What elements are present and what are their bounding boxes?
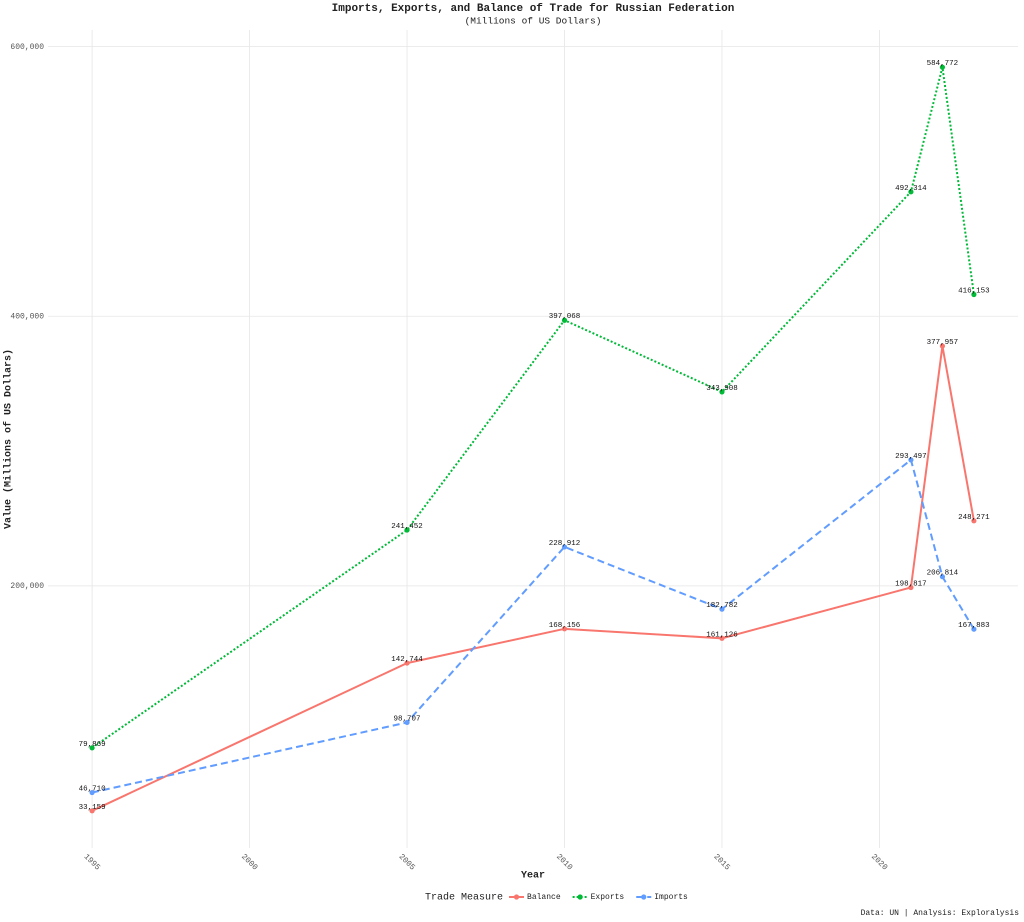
legend-symbol-point [513, 894, 520, 900]
legend-label: Imports [654, 893, 688, 902]
data-label: 492,314 [895, 185, 927, 193]
legend-symbol-point [577, 894, 583, 900]
series-line [91, 345, 975, 812]
x-tick-label: 2000 [239, 852, 259, 872]
x-tick-label: 2020 [869, 852, 889, 872]
data-point [939, 574, 946, 580]
x-tick-label: 1995 [82, 852, 102, 872]
chart-title: Imports, Exports, and Balance of Trade f… [332, 3, 735, 15]
data-label: 98,707 [394, 715, 421, 723]
data-point [908, 584, 914, 591]
data-point [404, 719, 410, 726]
data-label: 79,869 [79, 741, 106, 749]
data-point [719, 389, 725, 395]
data-label: 377,957 [927, 339, 959, 347]
data-point [908, 457, 914, 463]
data-point [939, 343, 946, 349]
y-axis-title: Value (Millions of US Dollars) [3, 349, 15, 529]
series-line [91, 66, 975, 749]
y-tick-label: 600,000 [10, 43, 44, 52]
plot-lines: 33,159 142,744 168,156 161,126 198,817 377,95… [79, 60, 990, 814]
y-tick-label: 200,000 [10, 582, 44, 591]
data-point [89, 808, 95, 814]
data-label: 293,497 [895, 453, 927, 461]
series-line [91, 458, 975, 794]
data-label: 167,883 [958, 622, 990, 630]
data-label: 168,156 [549, 622, 581, 630]
data-label: 142,744 [391, 656, 423, 664]
legend-label: Balance [527, 893, 561, 902]
data-label: 416,153 [958, 287, 990, 295]
data-point [561, 317, 568, 323]
data-label: 198,817 [895, 580, 927, 588]
data-point [971, 518, 977, 524]
data-label: 228,912 [549, 540, 581, 548]
data-point [939, 64, 946, 70]
data-label: 241,452 [391, 523, 423, 531]
data-label: 46,710 [79, 786, 107, 794]
data-point [719, 606, 725, 612]
data-label: 161,126 [706, 631, 738, 639]
x-tick-label: 2015 [712, 852, 732, 872]
data-point [719, 635, 725, 641]
data-label: 248,271 [958, 514, 990, 522]
legend: Trade Measure Balance Exports Imports [425, 892, 688, 904]
legend-title: Trade Measure [425, 892, 503, 904]
data-point [561, 626, 568, 632]
data-label: 33,159 [79, 804, 106, 812]
caption: Data: UN | Analysis: Exploralysis [861, 909, 1020, 918]
y-tick-label: 400,000 [10, 312, 44, 321]
data-point [971, 291, 977, 298]
grid [48, 30, 1018, 848]
data-point [971, 626, 977, 632]
data-point [404, 527, 410, 533]
data-point [908, 189, 914, 195]
x-axis-title: Year [521, 871, 545, 882]
legend-symbol-point [641, 894, 647, 900]
data-label: 343,908 [706, 385, 738, 393]
data-point [89, 789, 95, 796]
chart-subtitle: (Millions of US Dollars) [465, 16, 602, 27]
x-tick-label: 2010 [554, 852, 574, 872]
data-point [561, 544, 568, 550]
data-label: 206,814 [927, 570, 959, 578]
x-tick-label: 2005 [397, 852, 417, 872]
data-point [404, 660, 410, 666]
data-label: 397,068 [549, 313, 581, 321]
data-label: 182,782 [706, 602, 738, 610]
data-point [89, 745, 95, 751]
data-label: 584,772 [927, 60, 959, 68]
legend-label: Exports [591, 893, 625, 902]
